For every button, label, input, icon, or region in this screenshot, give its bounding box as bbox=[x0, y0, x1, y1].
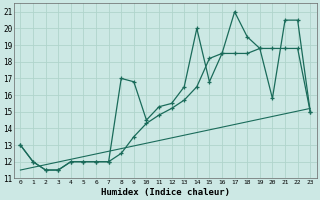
X-axis label: Humidex (Indice chaleur): Humidex (Indice chaleur) bbox=[101, 188, 230, 197]
